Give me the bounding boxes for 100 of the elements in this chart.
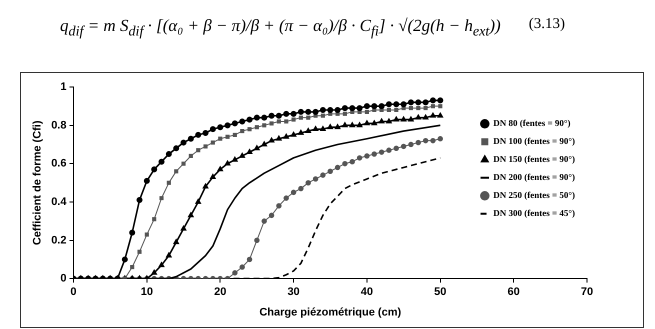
point (284, 119, 288, 124)
point (422, 99, 429, 106)
point (181, 162, 186, 166)
point (136, 197, 143, 204)
point (356, 105, 363, 112)
point (378, 103, 385, 110)
point (240, 129, 244, 134)
point (276, 119, 281, 124)
point (320, 114, 325, 118)
point (350, 122, 355, 128)
point (151, 166, 158, 172)
point (166, 151, 172, 158)
point (378, 118, 384, 124)
point (378, 149, 384, 155)
point (180, 140, 187, 146)
legend-label: DN 250 (fentes = 50°) (493, 190, 576, 200)
point (386, 101, 392, 108)
point (270, 121, 274, 126)
point (210, 140, 215, 145)
point (217, 124, 224, 130)
point (284, 195, 289, 201)
x-tick-label: 70 (580, 286, 594, 298)
point (298, 108, 304, 115)
point (137, 250, 142, 254)
point (422, 138, 428, 144)
point (232, 120, 238, 126)
point (298, 116, 303, 120)
point (188, 136, 194, 142)
point (246, 116, 253, 123)
point (386, 108, 391, 112)
point (372, 108, 376, 112)
y-tick-label: 1 (60, 81, 66, 94)
y-tick-label: 0.6 (51, 158, 66, 170)
point (424, 106, 428, 110)
point (158, 262, 164, 268)
point (254, 238, 260, 243)
point (246, 256, 252, 262)
point (195, 198, 201, 204)
point (394, 108, 398, 112)
point (144, 232, 149, 237)
point (232, 156, 238, 162)
legend-label: DN 150 (fentes = 90°) (493, 154, 576, 164)
point (364, 103, 370, 110)
x-tick-label: 60 (508, 286, 520, 298)
x-tick-label: 0 (70, 286, 77, 298)
point (130, 265, 134, 270)
point (298, 186, 304, 192)
point (129, 230, 136, 236)
point (262, 141, 267, 146)
point (312, 176, 318, 182)
point (247, 127, 252, 132)
legend-label: DN 100 (fentes = 90°) (493, 136, 576, 146)
point (210, 126, 216, 132)
point (268, 112, 275, 119)
point (327, 106, 334, 113)
point (306, 180, 311, 186)
point (312, 108, 319, 115)
point (364, 153, 370, 159)
point (290, 110, 297, 117)
x-axis-title: Charge piézométrique (cm) (259, 306, 402, 318)
point (218, 166, 223, 172)
x-tick-label: 50 (434, 286, 446, 298)
point (400, 144, 406, 150)
x-tick-label: 30 (287, 286, 300, 298)
point (371, 103, 378, 110)
point (328, 112, 332, 116)
point (356, 155, 362, 161)
point (372, 151, 377, 157)
y-tick-label: 0.2 (51, 234, 66, 246)
point (320, 172, 326, 178)
point (173, 145, 180, 152)
point (180, 226, 186, 231)
point (159, 196, 164, 200)
point (394, 146, 399, 152)
point (306, 116, 310, 120)
point (166, 180, 171, 185)
point (393, 101, 400, 108)
point (262, 218, 267, 224)
point (430, 97, 436, 104)
point (386, 148, 392, 153)
point (364, 120, 370, 126)
point (320, 106, 326, 113)
point (408, 106, 413, 110)
point (158, 158, 165, 165)
point (196, 148, 200, 152)
point (342, 122, 348, 128)
point (430, 104, 436, 108)
point (350, 110, 354, 114)
point (372, 120, 377, 126)
point (254, 145, 260, 150)
x-tick-label: 20 (214, 286, 226, 298)
point (416, 106, 420, 110)
text: q$_{dif}$ = m S$_{dif}$ · [(α₀ + β − π)/β + (π − α₀)/β · C$_{fi}$] · √(2g(h − h$_{ext}$)) (60, 16, 501, 40)
point (240, 152, 245, 158)
point (298, 130, 304, 135)
text: (3.13) (528, 16, 565, 33)
legend-label: DN 80 (fentes = 90°) (493, 118, 571, 128)
point (188, 212, 194, 218)
point (240, 264, 245, 270)
point (225, 134, 230, 139)
